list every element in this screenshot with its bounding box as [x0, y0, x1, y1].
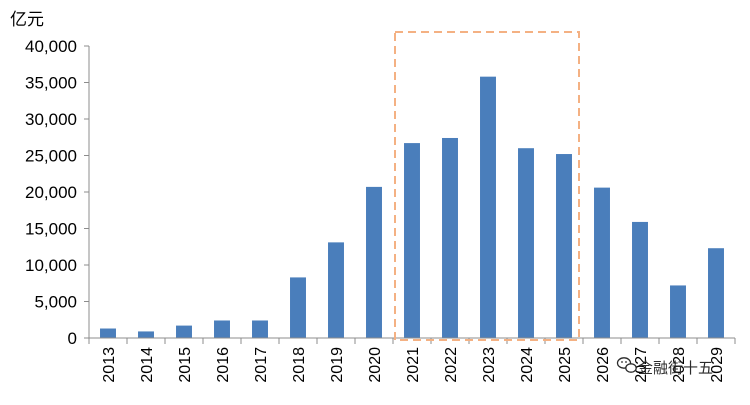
watermark-text: 金融街十五 [638, 360, 713, 377]
bar-2026 [594, 187, 610, 338]
x-tick-label: 2025 [557, 347, 574, 383]
x-tick-label: 2018 [291, 347, 308, 383]
bars [100, 76, 724, 338]
x-tick-label: 2020 [367, 347, 384, 383]
x-tick-label: 2015 [177, 347, 194, 383]
x-tick-label: 2014 [139, 347, 156, 383]
x-tick-label: 2013 [101, 347, 118, 383]
bar-2017 [252, 320, 268, 338]
x-axis-ticks: 2013 2014 2015 2016 2017 2018 2019 2020 2021 2022… [88, 338, 736, 383]
y-tick-label: 0 [68, 329, 77, 348]
bar-2016 [214, 320, 230, 338]
bar-2022 [442, 137, 458, 338]
bar-2023 [480, 76, 496, 338]
bar-2018 [290, 277, 306, 338]
x-tick-label: 2024 [519, 347, 536, 383]
y-tick-label: 35,000 [25, 74, 77, 93]
x-tick-label: 2028 [671, 347, 688, 383]
wechat-icon [616, 357, 637, 373]
y-axis-unit-label: 亿元 [10, 10, 44, 29]
bar-2020 [366, 186, 382, 338]
bar-2015 [176, 325, 192, 338]
x-tick-label: 2027 [633, 347, 650, 383]
watermark: 金融街十五 [616, 357, 713, 377]
bar-2014 [138, 331, 154, 338]
x-tick-label: 2029 [709, 347, 726, 383]
x-tick-label: 2022 [443, 347, 460, 383]
y-tick-label: 40,000 [25, 37, 77, 56]
bar-2019 [328, 242, 344, 338]
y-tick-label: 10,000 [25, 256, 77, 275]
bar-2028 [670, 285, 686, 338]
bar-2013 [100, 328, 116, 338]
bar-2027 [632, 221, 648, 338]
x-tick-label: 2017 [253, 347, 270, 383]
y-axis-ticks: 0 5,000 10,000 15,000 20,000 25,000 30,000 35,0… [25, 37, 89, 348]
y-tick-label: 30,000 [25, 110, 77, 129]
bar-2029 [708, 248, 724, 338]
y-tick-label: 15,000 [25, 220, 77, 239]
y-tick-label: 5,000 [34, 293, 77, 312]
y-tick-label: 20,000 [25, 183, 77, 202]
bar-2021 [404, 143, 420, 338]
x-tick-label: 2023 [481, 347, 498, 383]
x-tick-label: 2016 [215, 347, 232, 383]
highlight-box [394, 31, 580, 341]
x-tick-label: 2019 [329, 347, 346, 383]
x-tick-label: 2021 [405, 347, 422, 383]
bar-2024 [518, 148, 534, 338]
x-tick-label: 2026 [595, 347, 612, 383]
bar-2025 [556, 154, 572, 338]
y-tick-label: 25,000 [25, 147, 77, 166]
